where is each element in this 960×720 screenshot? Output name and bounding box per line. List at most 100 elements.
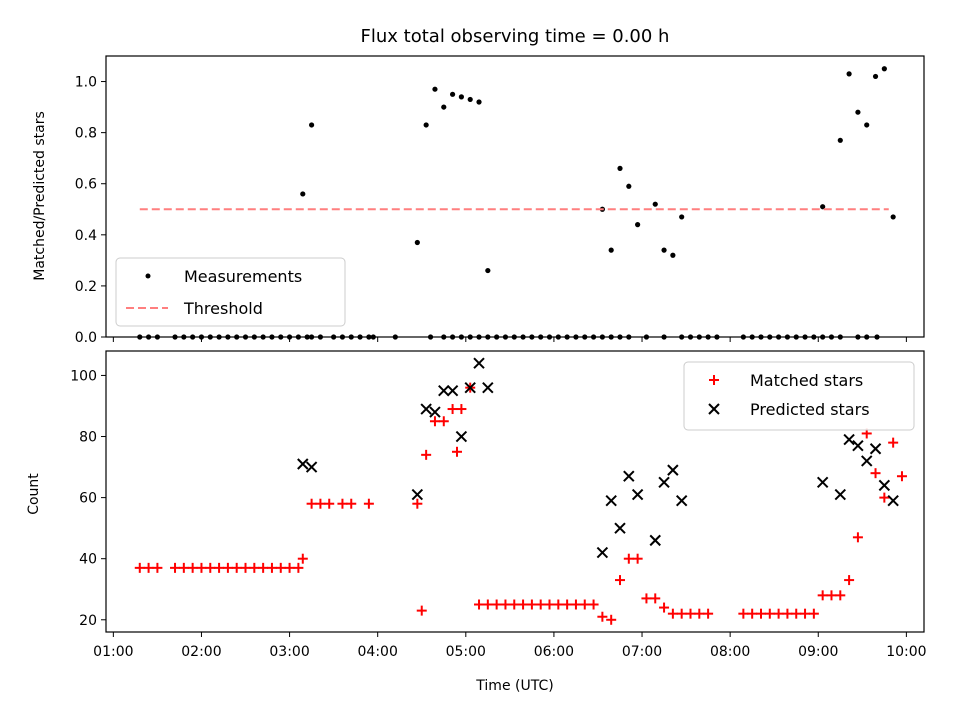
predicted-star-point	[623, 470, 635, 482]
matched-star-point	[544, 599, 555, 610]
top-axes-frame	[105, 55, 925, 338]
matched-star-point	[474, 599, 485, 610]
matched-star-point	[500, 599, 511, 610]
matched-star-point	[231, 562, 242, 573]
predicted-star-point	[482, 381, 494, 394]
matched-star-point	[632, 553, 643, 564]
legend-predicted-label: Predicted stars	[750, 400, 870, 419]
matched-star-point	[346, 498, 357, 509]
predicted-star-point	[631, 488, 644, 501]
matched-star-point	[588, 599, 599, 610]
matched-star-point	[773, 608, 784, 619]
y-tick-label: 0.0	[75, 330, 97, 346]
measurement-point	[449, 91, 456, 97]
matched-star-point	[447, 404, 458, 415]
legend-measurements-marker	[145, 273, 151, 279]
matched-star-point	[570, 599, 581, 610]
matched-star-point	[214, 562, 225, 573]
matched-star-point	[222, 562, 233, 573]
x-tick-label: 03:00	[269, 644, 309, 660]
measurement-point	[441, 104, 447, 110]
matched-star-point	[835, 590, 846, 601]
matched-star-point	[650, 593, 661, 604]
measurement-point	[300, 191, 306, 197]
matched-star-point	[456, 404, 467, 415]
matched-star-point	[196, 562, 207, 573]
x-tick-label: 01:00	[93, 644, 133, 660]
matched-star-point	[615, 575, 626, 586]
matched-star-point	[178, 562, 189, 573]
predicted-star-point	[614, 522, 626, 534]
matched-star-point	[808, 608, 819, 619]
bottom-legend-box	[683, 361, 915, 431]
matched-star-point	[518, 599, 529, 610]
matched-star-point	[306, 498, 317, 509]
matched-star-point	[143, 562, 154, 573]
matched-star-point	[755, 608, 766, 619]
matched-star-point	[491, 599, 502, 610]
top-title: Flux total observing time = 0.00 h	[361, 26, 670, 47]
measurement-point	[467, 96, 473, 103]
y-tick-label: 0.2	[75, 279, 97, 295]
y-tick-label: 0.6	[75, 177, 97, 193]
matched-star-point	[694, 608, 705, 619]
matched-star-point	[896, 471, 907, 482]
predicted-star-point	[869, 443, 882, 455]
legend-matched-label: Matched stars	[750, 371, 863, 390]
bottom-panel: Count Time (UTC) 20 40 60 80 100 01:00 02:00 03…	[26, 350, 927, 694]
predicted-star-point	[420, 403, 432, 415]
measurement-point	[881, 66, 887, 72]
predicted-star-point	[605, 494, 617, 507]
x-tick-label: 09:00	[798, 644, 838, 660]
matched-star-point	[597, 611, 608, 622]
matched-star-point	[293, 562, 304, 573]
predicted-star-point	[455, 430, 468, 443]
predicted-star-point	[411, 488, 424, 501]
top-panel: Flux total observing time = 0.00 h Match…	[32, 26, 925, 346]
measurement-point	[846, 71, 852, 77]
matched-star-point	[451, 446, 462, 457]
matched-star-point	[764, 608, 775, 619]
matched-star-point	[275, 562, 286, 573]
matched-star-point	[363, 498, 374, 509]
y-tick-label: 1.0	[75, 75, 97, 91]
matched-star-point	[170, 562, 181, 573]
matched-star-point	[297, 553, 308, 564]
y-tick-label: 40	[79, 552, 97, 568]
matched-star-point	[844, 575, 855, 586]
matched-star-point	[703, 608, 714, 619]
matched-star-point	[249, 562, 260, 573]
matched-star-point	[870, 468, 881, 479]
x-tick-label: 10:00	[886, 644, 926, 660]
x-tick-label: 02:00	[181, 644, 221, 660]
y-tick-label: 80	[79, 430, 97, 446]
measurement-point	[679, 214, 685, 220]
measurement-point	[485, 267, 491, 274]
matched-star-point	[421, 449, 432, 460]
x-tick-label: 07:00	[622, 644, 662, 660]
measurement-point	[309, 122, 315, 128]
measurement-point	[608, 247, 614, 253]
bottom-axes-frame	[105, 350, 925, 633]
predicted-star-point	[667, 464, 679, 476]
y-tick-label: 100	[70, 368, 97, 384]
matched-star-point	[205, 562, 216, 573]
matched-star-point	[416, 605, 427, 616]
measurement-point	[864, 122, 870, 128]
matched-star-point	[826, 590, 837, 601]
bottom-plot-area: 20 40 60 80 100 01:00 02:00 03:00 04:00 05:00 06:0…	[70, 357, 927, 660]
matched-star-point	[284, 562, 295, 573]
matched-star-point	[667, 608, 678, 619]
measurement-point	[837, 137, 843, 143]
matched-star-point	[482, 599, 493, 610]
measurement-point	[476, 99, 482, 105]
matched-star-point	[240, 562, 251, 573]
matched-star-point	[187, 562, 198, 573]
matched-star-point	[888, 437, 899, 448]
matched-star-point	[738, 608, 749, 619]
matched-star-point	[315, 498, 326, 509]
predicted-star-point	[675, 494, 688, 507]
matched-star-point	[337, 498, 348, 509]
